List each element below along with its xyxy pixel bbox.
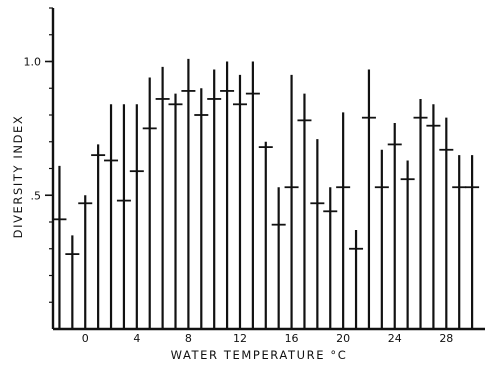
x-tick-label: 24 — [388, 332, 402, 345]
range-bars — [58, 58, 474, 329]
x-axis-label: WATER TEMPERATURE °C — [171, 348, 348, 362]
x-tick-label: 20 — [336, 332, 350, 345]
x-tick-label: 12 — [233, 332, 247, 345]
x-tick-label: 0 — [82, 332, 89, 345]
x-tick-label: 16 — [285, 332, 299, 345]
y-axis-label: DIVERSITY INDEX — [11, 115, 25, 239]
y-tick-label: .5 — [31, 189, 42, 202]
x-tick-label: 28 — [439, 332, 453, 345]
mean-markers — [52, 90, 480, 256]
y-tick-label: 1.0 — [24, 56, 42, 69]
x-tick-label: 8 — [185, 332, 192, 345]
ticks: .5 1.0 0 4 8 12 16 20 24 28 — [24, 7, 453, 345]
x-tick-label: 4 — [133, 332, 140, 345]
